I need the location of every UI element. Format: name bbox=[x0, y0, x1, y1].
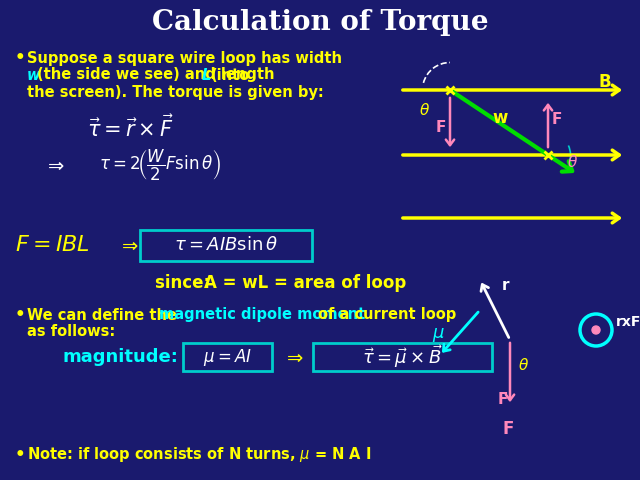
Text: Note: if loop consists of N turns, $\mu$ = N A I: Note: if loop consists of N turns, $\mu$… bbox=[27, 445, 371, 465]
Text: $\vec{\tau} = \vec{\mu} \times \vec{B}$: $\vec{\tau} = \vec{\mu} \times \vec{B}$ bbox=[362, 344, 443, 371]
Text: magnitude:: magnitude: bbox=[62, 348, 178, 366]
Text: $\Rightarrow$: $\Rightarrow$ bbox=[283, 348, 304, 367]
Circle shape bbox=[592, 326, 600, 334]
Text: (the side we see) and length: (the side we see) and length bbox=[37, 68, 275, 83]
Text: F: F bbox=[502, 420, 514, 438]
Text: •: • bbox=[15, 49, 26, 67]
Text: F: F bbox=[436, 120, 446, 135]
Text: w: w bbox=[492, 109, 508, 127]
Text: of a current loop: of a current loop bbox=[318, 308, 456, 323]
Text: $\Rightarrow$: $\Rightarrow$ bbox=[44, 156, 65, 175]
FancyBboxPatch shape bbox=[140, 230, 312, 261]
Text: Suppose a square wire loop has width: Suppose a square wire loop has width bbox=[27, 50, 342, 65]
FancyBboxPatch shape bbox=[183, 343, 272, 371]
Text: A = wL = area of loop: A = wL = area of loop bbox=[204, 274, 406, 292]
Text: magnetic dipole moment: magnetic dipole moment bbox=[159, 308, 365, 323]
Text: F: F bbox=[552, 112, 563, 128]
Text: B: B bbox=[598, 73, 611, 91]
Text: $\tau = AIB\sin\theta$: $\tau = AIB\sin\theta$ bbox=[174, 237, 278, 254]
Text: r: r bbox=[502, 277, 509, 292]
Text: $\mu$: $\mu$ bbox=[432, 326, 445, 344]
Text: $\tau = 2\!\left(\dfrac{W}{2}F\sin\theta\right)$: $\tau = 2\!\left(\dfrac{W}{2}F\sin\theta… bbox=[99, 147, 221, 182]
Text: $\theta$: $\theta$ bbox=[419, 102, 431, 118]
Text: $F = IBL$: $F = IBL$ bbox=[15, 235, 90, 255]
Text: $\vec{\tau} = \vec{r} \times \vec{F}$: $\vec{\tau} = \vec{r} \times \vec{F}$ bbox=[86, 115, 173, 142]
Text: Calculation of Torque: Calculation of Torque bbox=[152, 9, 488, 36]
FancyBboxPatch shape bbox=[313, 343, 492, 371]
Text: w: w bbox=[27, 68, 40, 83]
Text: since:: since: bbox=[155, 274, 221, 292]
Text: $\mu = AI$: $\mu = AI$ bbox=[203, 347, 252, 368]
Text: the screen). The torque is given by:: the screen). The torque is given by: bbox=[27, 84, 324, 99]
Text: We can define the: We can define the bbox=[27, 308, 182, 323]
Text: $\theta$: $\theta$ bbox=[567, 154, 578, 170]
Text: F: F bbox=[498, 393, 508, 408]
Text: $\Rightarrow$: $\Rightarrow$ bbox=[118, 236, 139, 254]
Circle shape bbox=[580, 314, 612, 346]
Text: •: • bbox=[15, 306, 26, 324]
Text: (into: (into bbox=[211, 68, 250, 83]
Text: L: L bbox=[202, 68, 211, 83]
Text: •: • bbox=[15, 446, 26, 464]
Text: rxF: rxF bbox=[616, 315, 640, 329]
Text: $\theta$: $\theta$ bbox=[518, 357, 529, 373]
Text: as follows:: as follows: bbox=[27, 324, 115, 339]
